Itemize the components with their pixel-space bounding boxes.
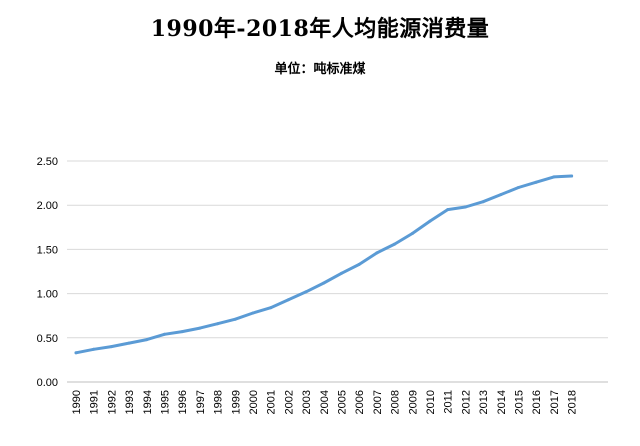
data-point	[499, 193, 503, 197]
data-point	[517, 186, 520, 189]
data-point	[304, 290, 308, 294]
data-point	[251, 311, 255, 315]
x-axis-tick-labels: 1990 1991 1992 1993 1994 1995 1996 1997 1998 1999…	[71, 390, 579, 414]
data-point	[534, 180, 538, 184]
data-point	[180, 330, 184, 334]
series-layer	[74, 174, 574, 355]
data-point	[375, 251, 379, 255]
data-point	[109, 345, 113, 349]
x-tick-label: 1990	[71, 390, 83, 414]
data-point	[233, 317, 237, 321]
data-point	[340, 271, 343, 275]
data-point	[393, 242, 397, 246]
x-tick-label: 2018	[567, 390, 579, 414]
data-point	[552, 175, 556, 179]
x-tick-label: 2014	[496, 390, 508, 414]
x-tick-label: 2001	[266, 390, 278, 414]
data-point	[198, 326, 202, 330]
y-axis-tick-labels: 0.00 0.50 1.00 1.50 2.00 2.50	[37, 156, 58, 389]
data-point	[410, 232, 414, 235]
y-tick-label: 0.50	[37, 333, 58, 345]
x-tick-label: 1997	[195, 390, 207, 414]
data-point	[481, 200, 485, 204]
y-tick-label: 2.50	[37, 156, 58, 168]
x-tick-label: 2015	[514, 390, 526, 414]
y-tick-label: 2.00	[37, 200, 58, 212]
x-tick-label: 2011	[443, 390, 455, 414]
x-tick-label: 1994	[142, 390, 154, 414]
data-point	[145, 338, 149, 342]
x-tick-label: 1999	[230, 390, 242, 414]
x-tick-label: 2006	[354, 390, 366, 414]
y-tick-label: 0.00	[37, 377, 58, 389]
x-tick-label: 2005	[337, 390, 349, 414]
x-tick-label: 1996	[177, 390, 189, 414]
chart-subtitle: 单位：吨标准煤	[274, 62, 366, 77]
data-point	[127, 341, 131, 345]
gridlines	[67, 160, 608, 383]
x-tick-label: 1992	[106, 390, 118, 414]
x-tick-label: 1993	[124, 390, 136, 414]
x-tick-label: 2007	[372, 390, 384, 414]
x-tick-label: 2009	[407, 390, 419, 414]
x-tick-label: 1998	[213, 390, 225, 414]
data-point	[570, 174, 574, 178]
data-point	[163, 332, 166, 336]
x-tick-label: 1995	[160, 390, 172, 414]
x-tick-label: 2010	[425, 390, 437, 414]
x-tick-label: 2012	[460, 390, 472, 414]
series-line	[74, 174, 574, 355]
data-point	[92, 347, 96, 351]
data-point	[286, 298, 290, 302]
x-tick-label: 1991	[89, 390, 101, 414]
x-tick-label: 2008	[390, 390, 402, 414]
data-point	[216, 322, 220, 326]
data-point	[463, 205, 467, 209]
x-tick-label: 2016	[531, 390, 543, 414]
data-point	[446, 208, 450, 212]
x-tick-label: 2003	[301, 390, 313, 414]
x-tick-label: 2002	[283, 390, 295, 414]
chart-title: 1990年-2018年人均能源消费量	[150, 16, 490, 42]
data-point	[322, 281, 326, 285]
data-point	[357, 262, 361, 266]
y-tick-label: 1.50	[37, 244, 58, 256]
data-point	[428, 219, 432, 223]
data-point	[269, 306, 273, 310]
x-tick-label: 2013	[478, 390, 490, 414]
data-point	[74, 351, 78, 355]
x-tick-label: 2017	[549, 390, 561, 414]
x-tick-label: 2004	[319, 390, 331, 414]
x-tick-label: 2000	[248, 390, 260, 414]
y-tick-label: 1.00	[37, 289, 58, 301]
